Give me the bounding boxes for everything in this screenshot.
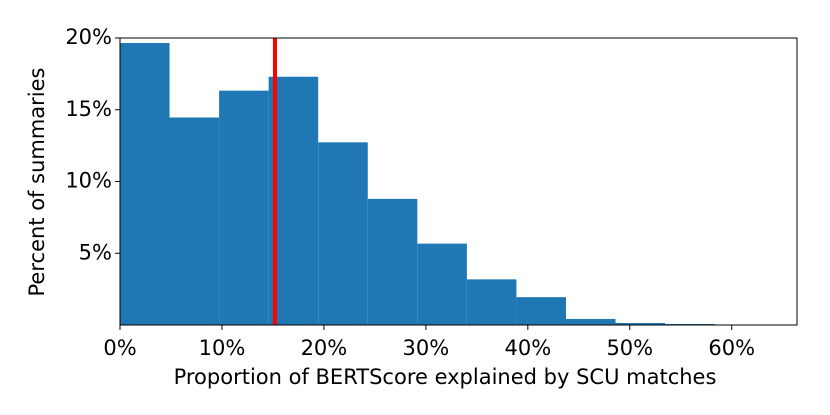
x-tick-label: 10% xyxy=(199,336,246,360)
y-tick-label: 15% xyxy=(65,97,112,121)
bar xyxy=(466,279,517,325)
x-tick-label: 50% xyxy=(606,336,653,360)
bar xyxy=(318,142,368,325)
bar xyxy=(665,323,715,325)
y-tick-label: 20% xyxy=(65,25,112,49)
bar xyxy=(219,90,269,326)
y-axis-label: Percent of summaries xyxy=(25,68,49,297)
bar xyxy=(615,322,666,325)
bar xyxy=(169,117,220,326)
bar xyxy=(516,297,566,325)
x-axis-label: Proportion of BERTScore explained by SCU… xyxy=(174,365,717,389)
x-tick-label: 0% xyxy=(103,336,136,360)
x-tick-label: 60% xyxy=(708,336,755,360)
bar xyxy=(565,318,616,325)
x-tick-label: 30% xyxy=(403,336,450,360)
x-tick-label: 20% xyxy=(301,336,348,360)
y-tick-label: 5% xyxy=(79,240,112,264)
y-tick-label: 10% xyxy=(65,169,112,193)
x-tick-label: 40% xyxy=(504,336,551,360)
bar xyxy=(120,43,170,326)
bar xyxy=(417,243,467,325)
bar xyxy=(367,198,418,325)
